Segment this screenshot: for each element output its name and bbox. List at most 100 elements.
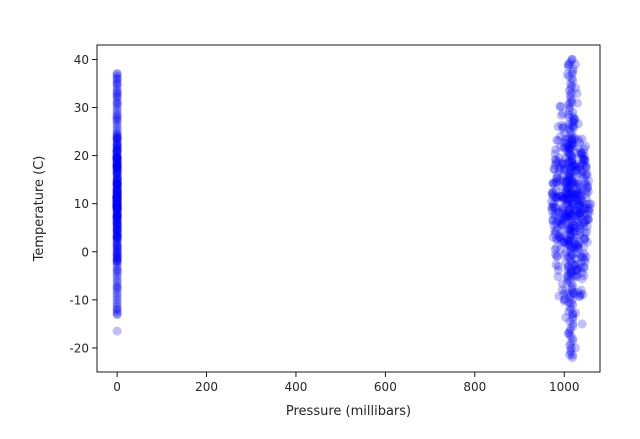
data-point: [568, 177, 578, 187]
data-point: [112, 134, 122, 144]
data-point: [551, 158, 561, 168]
data-point: [112, 217, 122, 227]
data-point: [572, 259, 582, 269]
data-point: [112, 199, 122, 209]
data-point: [113, 185, 123, 195]
data-point: [561, 165, 571, 175]
data-point: [112, 87, 122, 97]
data-point: [549, 164, 559, 174]
data-point: [112, 238, 122, 248]
data-point: [555, 101, 565, 111]
data-point: [565, 252, 575, 262]
data-point: [112, 158, 122, 168]
data-point: [112, 122, 122, 132]
data-point: [556, 131, 566, 141]
data-point: [112, 211, 122, 221]
data-point: [112, 160, 122, 170]
data-point: [571, 227, 581, 237]
data-point: [564, 184, 574, 194]
data-point: [112, 285, 122, 295]
data-point: [557, 177, 567, 187]
data-point: [552, 194, 562, 204]
data-point: [572, 179, 582, 189]
data-point: [112, 219, 122, 229]
data-point: [565, 124, 575, 134]
data-point: [580, 257, 590, 267]
data-point: [112, 98, 122, 108]
data-point: [112, 107, 122, 117]
data-point: [112, 172, 122, 182]
data-point: [550, 155, 560, 165]
data-point: [563, 270, 573, 280]
data-point: [580, 228, 590, 238]
data-point: [572, 217, 582, 227]
data-point: [581, 189, 591, 199]
data-point: [551, 249, 561, 259]
data-point: [568, 309, 578, 319]
data-point: [564, 297, 574, 307]
data-point: [558, 108, 568, 118]
data-point: [559, 193, 569, 203]
data-point: [558, 202, 568, 212]
data-point: [567, 192, 577, 202]
data-point: [574, 180, 584, 190]
data-point: [563, 262, 573, 272]
data-point: [565, 121, 575, 131]
data-point: [567, 81, 577, 91]
data-point: [112, 136, 122, 146]
data-point: [577, 196, 587, 206]
data-point: [582, 227, 592, 237]
data-point: [112, 201, 122, 211]
data-point: [567, 131, 577, 141]
data-point: [112, 71, 122, 81]
data-point: [112, 105, 122, 115]
data-point: [557, 219, 567, 229]
data-point: [561, 190, 571, 200]
data-point: [564, 149, 574, 159]
data-point: [112, 256, 122, 266]
data-point: [558, 208, 568, 218]
data-point: [582, 199, 592, 209]
data-point: [579, 262, 589, 272]
data-point: [576, 148, 586, 158]
data-point: [557, 220, 567, 230]
data-point: [563, 199, 573, 209]
data-point: [112, 302, 122, 312]
data-point: [563, 182, 573, 192]
data-point: [567, 295, 577, 305]
data-point: [564, 329, 574, 339]
data-point: [559, 122, 569, 132]
data-point: [571, 254, 581, 264]
data-point: [554, 232, 564, 242]
data-point: [112, 179, 122, 189]
y-tick-label: 30: [74, 101, 89, 115]
data-point: [580, 151, 590, 161]
data-point: [567, 162, 577, 172]
scatter-points: [112, 54, 596, 363]
data-point: [564, 105, 574, 115]
data-point: [579, 218, 589, 228]
plot-area: [97, 45, 600, 372]
data-point: [549, 179, 559, 189]
data-point: [570, 343, 580, 353]
data-point: [573, 206, 583, 216]
data-point: [578, 148, 588, 158]
data-point: [561, 199, 571, 209]
data-point: [558, 231, 568, 241]
data-point: [112, 110, 122, 120]
y-tick-label: 10: [74, 197, 89, 211]
data-point: [561, 189, 571, 199]
data-point: [560, 286, 570, 296]
data-point: [571, 265, 581, 275]
data-point: [567, 333, 577, 343]
data-point: [568, 112, 578, 122]
data-point: [570, 114, 580, 124]
data-point: [567, 285, 577, 295]
data-point: [565, 172, 575, 182]
data-point: [567, 283, 577, 293]
data-point: [563, 288, 573, 298]
data-point: [112, 103, 122, 113]
data-point: [112, 248, 122, 258]
data-point: [580, 203, 590, 213]
data-point: [556, 162, 566, 172]
